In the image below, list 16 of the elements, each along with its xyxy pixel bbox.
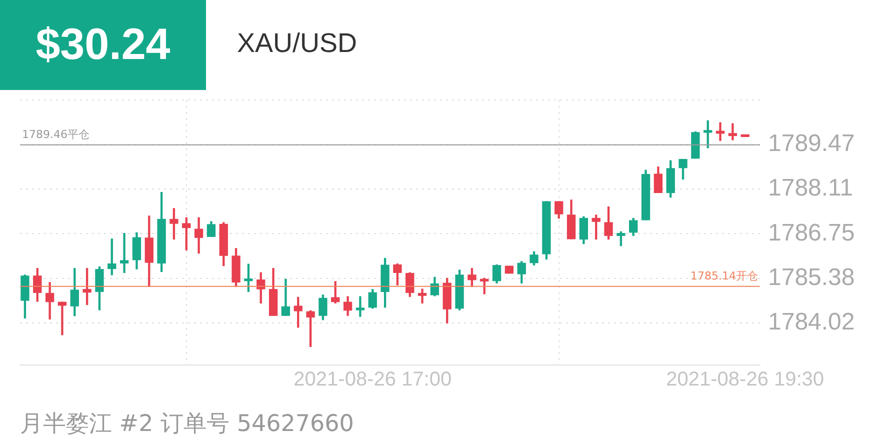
- candlestick: [728, 123, 738, 140]
- ref-line-label: 1785.14开仓: [690, 270, 758, 283]
- chart-subtitle: XAU/USD: [237, 28, 358, 59]
- ref-line-label: 1789.46平仓: [22, 128, 90, 142]
- x-tick-label: 2021-08-26 17:00: [294, 368, 452, 391]
- y-tick-label: 1789.47: [768, 130, 855, 158]
- text: 月半婺江 #2 订单号 54627660: [20, 410, 354, 439]
- candlestick: [418, 288, 427, 304]
- y-tick-label: 1785.38: [768, 264, 855, 292]
- y-tick-label: 1784.02: [768, 308, 855, 336]
- y-tick-label: 1786.75: [768, 219, 855, 246]
- y-tick-label: 1788.11: [768, 174, 853, 202]
- x-tick-label: 2021-08-26 19:30: [666, 368, 824, 391]
- candlestick: [356, 296, 365, 317]
- chart-title: $30.24: [0, 0, 206, 90]
- candlestick: [120, 232, 129, 273]
